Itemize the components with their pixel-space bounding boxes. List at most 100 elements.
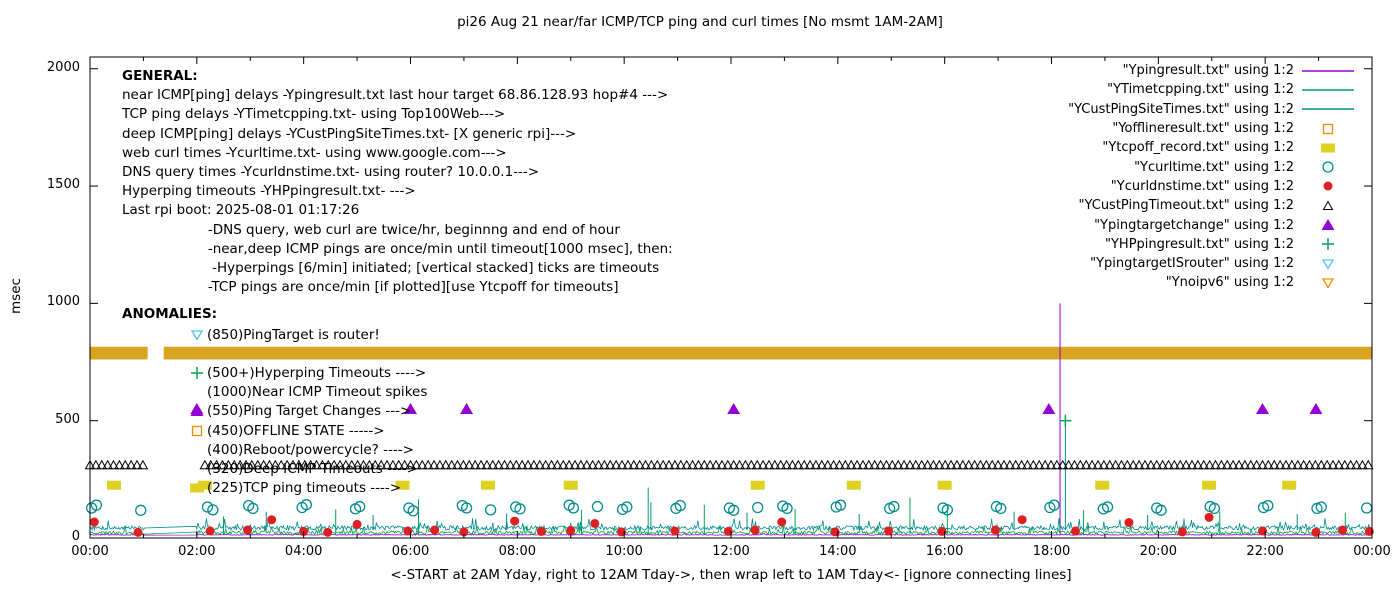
anomaly-text: (1000)Near ICMP Timeout spikes [207,384,428,401]
circle-filled-icon [1323,181,1333,191]
legend-item-2: "YCustPingSiteTimes.txt" using 1:2 [1068,100,1356,119]
anomaly-row: (225)TCP ping timeouts ----> [190,479,427,498]
legend-item-5: "Ycurltime.txt" using 1:2 [1068,157,1356,176]
marker-spacer [190,385,204,399]
line-icon [1302,89,1354,91]
line-icon [1302,108,1354,110]
general-line: -TCP pings are once/min [if plotted][use… [122,279,619,296]
x-tick-label: 06:00 [391,544,430,559]
y-tick-label: 500 [55,411,80,427]
legend-item-6: "Ycurldnstime.txt" using 1:2 [1068,177,1356,196]
x-tick-label: 02:00 [178,544,216,559]
plus-icon [191,366,203,379]
general-line: deep ICMP[ping] delays -YCustPingSiteTim… [122,125,577,142]
anomaly-text: (850)PingTarget is router! [207,326,380,343]
x-tick-label: 04:00 [284,544,323,559]
anomaly-text: (400)Reboot/powercycle? ----> [207,441,414,458]
anomaly-text: (320)Deep ICMP Timeouts ----> [207,460,418,477]
line-icon [1302,69,1354,72]
anomaly-row: (500+)Hyperping Timeouts ----> [190,363,427,382]
legend-label: "YpingtargetISrouter" using 1:2 [1090,256,1294,272]
x-tick-label: 10:00 [605,544,643,559]
x-tick-label: 18:00 [1032,544,1071,559]
general-line: Last rpi boot: 2025-08-01 01:17:26 [122,202,360,219]
square-open-icon [191,425,203,436]
general-heading: GENERAL: [122,68,198,84]
general-line: -near,deep ICMP pings are once/min until… [122,240,673,257]
tri-up-open-icon [1322,200,1334,210]
x-tick-label: 08:00 [498,544,537,559]
legend-item-11: "Ynoipv6" using 1:2 [1068,273,1356,292]
x-tick-label: 16:00 [925,544,964,559]
y-tick-label: 2000 [46,59,80,75]
tri-up-filled-icon [190,405,204,417]
legend-label: "Ytcpoff_record.txt" using 1:2 [1102,140,1294,156]
legend-label: "YCustPingTimeout.txt" using 1:2 [1078,198,1294,214]
anomaly-text: (500+)Hyperping Timeouts ----> [207,364,427,381]
tri-up-filled-icon [1321,219,1335,231]
legend-label: "Ynoipv6" using 1:2 [1165,275,1294,291]
general-line: near ICMP[ping] delays -Ypingresult.txt … [122,87,669,104]
general-line: -Hyperpings [6/min] initiated; [vertical… [122,259,660,276]
anomalies-heading: ANOMALIES: [122,306,218,322]
anomaly-text: (450)OFFLINE STATE -----> [207,422,385,439]
legend-item-1: "YTimetcpping.txt" using 1:2 [1068,80,1356,99]
series-Ycurldnstime [89,512,1374,537]
anomaly-row [190,344,427,363]
legend-item-7: "YCustPingTimeout.txt" using 1:2 [1068,196,1356,215]
general-annotations: GENERAL: near ICMP[ping] delays -Ypingre… [122,67,673,297]
legend-label: "Ycurltime.txt" using 1:2 [1134,159,1294,175]
y-tick-label: 0 [71,529,80,544]
legend-label: "YTimetcpping.txt" using 1:2 [1107,82,1294,98]
legend-label: "YHPpingresult.txt" using 1:2 [1105,236,1294,252]
anomaly-row: (550)Ping Target Changes ---> [190,402,427,421]
x-tick-label: 22:00 [1246,544,1284,559]
general-line: TCP ping delays -YTimetcpping.txt- using… [122,106,506,123]
legend-label: "Ypingresult.txt" using 1:2 [1122,63,1294,79]
x-tick-label: 14:00 [819,544,857,559]
plus-icon [1322,238,1334,251]
anomaly-row: (400)Reboot/powercycle? ----> [190,440,427,459]
legend-item-0: "Ypingresult.txt" using 1:2 [1068,61,1356,80]
series-YCustPingTimeout [84,459,1374,470]
legend-item-3: "Yofflineresult.txt" using 1:2 [1068,119,1356,138]
marker-spacer [190,443,204,457]
legend-label: "Yofflineresult.txt" using 1:2 [1112,121,1294,137]
chart-title: pi26 Aug 21 near/far ICMP/TCP ping and c… [457,14,943,30]
anomalies-annotations: (850)PingTarget is router! (500+)Hyperpin… [190,325,427,498]
circle-open-icon [1322,161,1334,173]
anomaly-row: (850)PingTarget is router! [190,325,427,344]
legend-item-10: "YpingtargetISrouter" using 1:2 [1068,254,1356,273]
anomaly-row: (1000)Near ICMP Timeout spikes [190,383,427,402]
general-line: web curl times -Ycurltime.txt- using www… [122,144,507,161]
legend-label: "Ypingtargetchange" using 1:2 [1094,217,1294,233]
tri-down-open-icon [190,329,204,341]
x-axis-label: <-START at 2AM Yday, right to 12AM Tday-… [390,567,1072,583]
legend-item-8: "Ypingtargetchange" using 1:2 [1068,215,1356,234]
general-line: DNS query times -Ycurldnstime.txt- using… [122,163,540,180]
square-open-icon [1322,123,1334,134]
square-filled-icon [1321,143,1335,153]
tri-down-open-icon [1321,258,1335,270]
y-tick-label: 1000 [46,294,80,310]
marker-spacer [190,347,204,361]
x-tick-label: 00:00 [1353,544,1391,559]
general-line: -DNS query, web curl are twice/hr, begin… [122,221,620,238]
legend: "Ypingresult.txt" using 1:2 "YTimetcpping… [1068,61,1356,293]
square-filled-icon [190,483,204,493]
series-Ytcpoff_record [107,480,1297,490]
y-tick-label: 1500 [46,177,80,193]
series-YHPpingresult [1059,414,1072,427]
legend-label: "YCustPingSiteTimes.txt" using 1:2 [1068,101,1294,117]
series-Ypingresult [89,303,1373,536]
x-tick-label: 20:00 [1139,544,1178,559]
legend-item-4: "Ytcpoff_record.txt" using 1:2 [1068,138,1356,157]
legend-item-9: "YHPpingresult.txt" using 1:2 [1068,235,1356,254]
anomaly-row: (320)Deep ICMP Timeouts ----> [190,459,427,478]
series-Ycurltime [85,499,1373,517]
anomaly-text: (550)Ping Target Changes ---> [207,403,412,420]
anomaly-text: (225)TCP ping timeouts ----> [207,480,402,497]
legend-label: "Ycurldnstime.txt" using 1:2 [1110,178,1294,194]
